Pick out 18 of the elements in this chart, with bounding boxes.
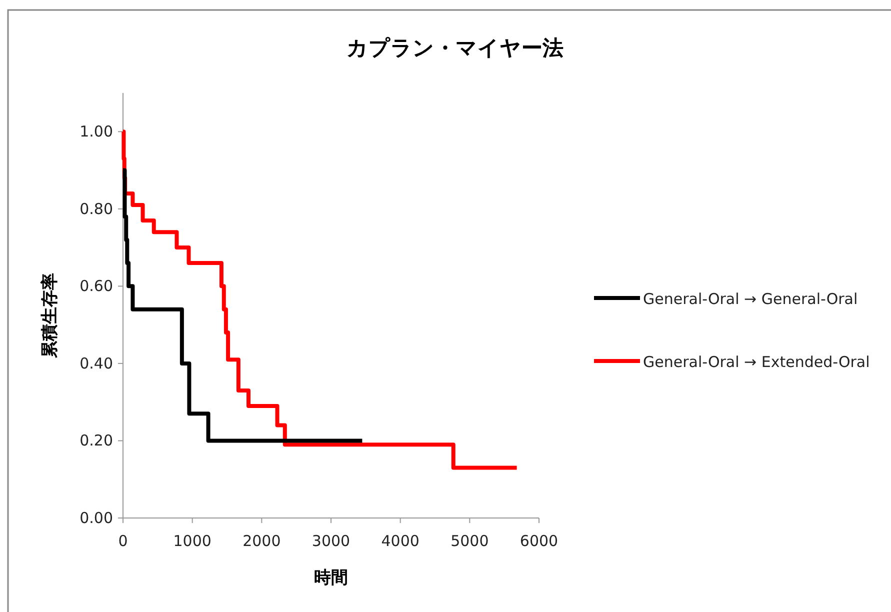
y-tick-label: 0.20 <box>80 432 113 450</box>
x-axis-title: 時間 <box>314 568 348 588</box>
y-axis-title: 累積生存率 <box>40 273 60 359</box>
y-tick-label: 0.80 <box>80 200 113 218</box>
y-tick-label: 0.60 <box>80 277 113 296</box>
x-tick-label: 3000 <box>312 532 350 550</box>
chart-title: カプラン・マイヤー法 <box>346 36 564 60</box>
y-tick-label: 0.40 <box>80 354 113 372</box>
x-tick-label: 2000 <box>242 532 281 550</box>
x-tick-label: 5000 <box>450 532 489 550</box>
x-tick-label: 0 <box>118 532 128 550</box>
y-tick-label: 0.00 <box>80 509 113 527</box>
x-tick-label: 4000 <box>381 532 420 550</box>
y-tick-label: 1.00 <box>80 122 113 141</box>
legend-label: General-Oral → Extended-Oral <box>643 353 870 371</box>
x-tick-label: 6000 <box>520 532 558 550</box>
x-tick-label: 1000 <box>173 532 212 550</box>
legend-label: General-Oral → General-Oral <box>643 290 858 308</box>
